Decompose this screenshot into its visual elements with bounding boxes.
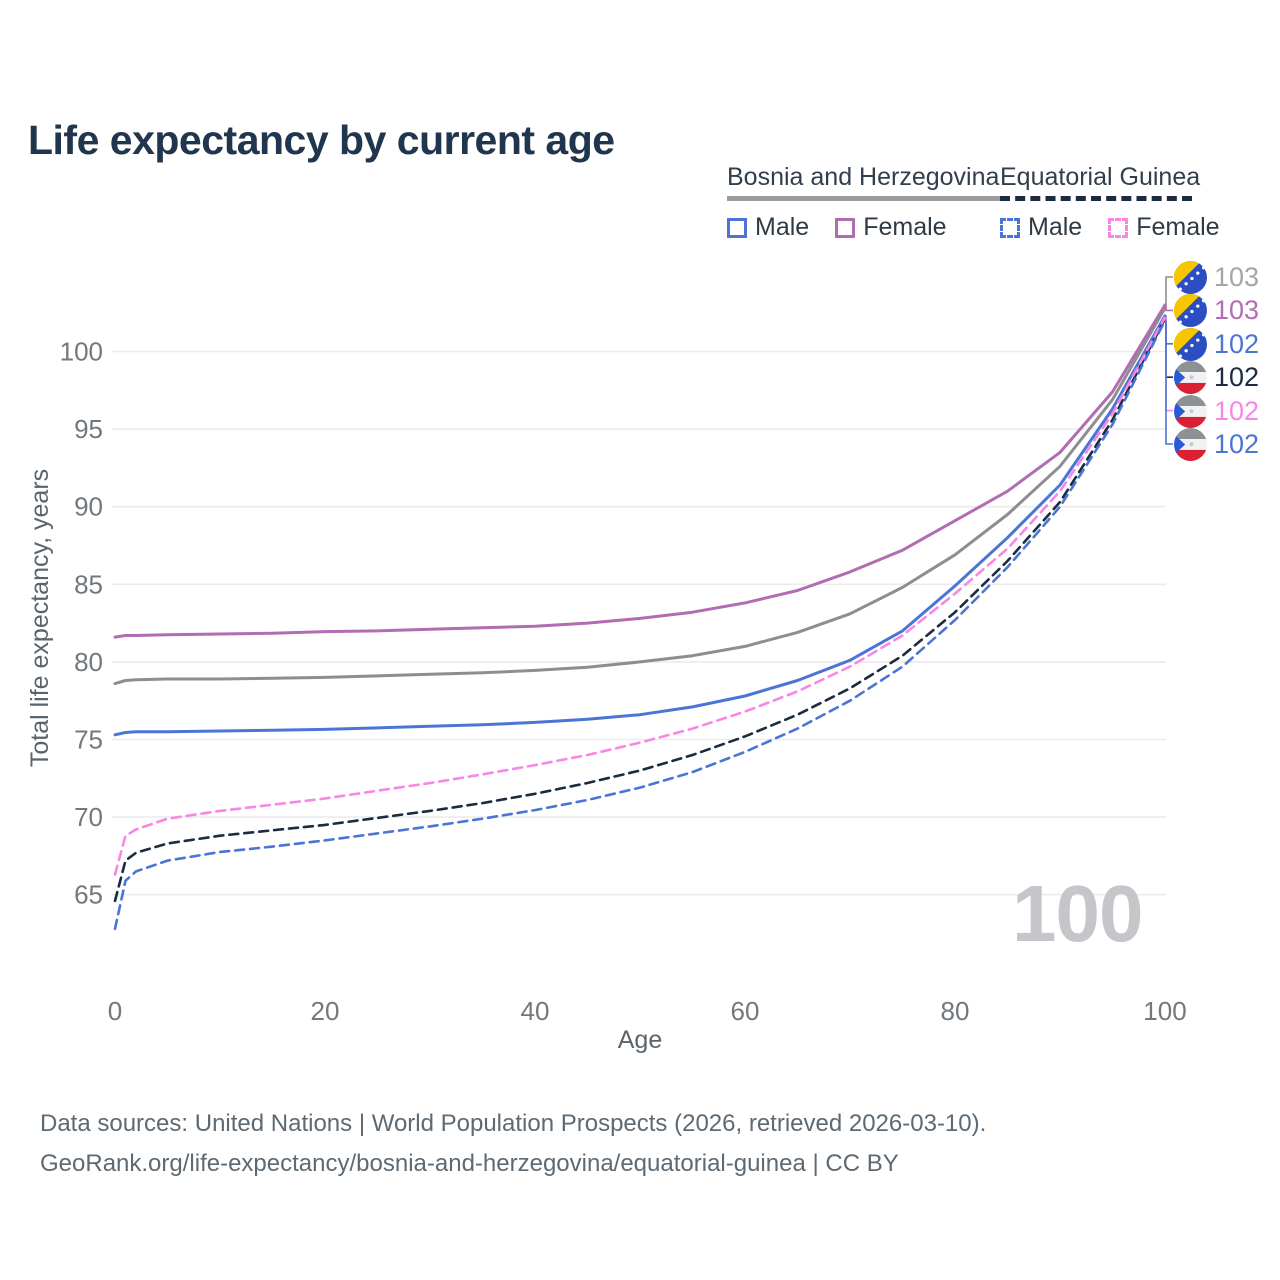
leader-line [1165,315,1173,345]
bosnia-and-herzegovina-flag-icon [1174,260,1207,294]
legend-group-bosnia-and-herzegovina: Bosnia and Herzegovina Male Female [727,163,1001,242]
y-tick-label: 70 [74,802,103,832]
y-tick-label: 85 [74,569,103,599]
gridlines [112,350,1166,896]
legend-country-equatorial-guinea: Equatorial Guinea [1000,163,1201,191]
leader-line [1165,276,1173,308]
series-line-eqg-female [113,316,1167,876]
x-axis-title: Age [618,1026,662,1054]
end-label-row: 102 [1174,327,1259,361]
legend-underline-dashed [1000,196,1192,201]
x-tick-label: 80 [941,996,970,1026]
bosnia-and-herzegovina-flag-icon [1174,293,1207,327]
y-tick-label: 90 [74,492,103,522]
leader-line [1165,317,1173,412]
legend-item-label: Female [1136,213,1220,241]
equatorial-guinea-flag-icon [1174,427,1207,461]
y-axis-title: Total life expectancy, years [26,469,54,767]
equatorial-guinea-flag-icon [1174,394,1207,428]
series-line-eqg-male [113,319,1167,931]
leader-lines [1165,276,1173,445]
end-label-row: 102 [1174,394,1259,428]
series-line-bih-female [113,303,1167,639]
leader-line [1165,318,1173,378]
end-label-value: 103 [1214,294,1260,325]
y-tick-label: 95 [74,414,103,444]
legend-item-eqg-male[interactable]: Male [1000,213,1082,242]
series-line-bih-all [113,306,1167,686]
legend-item-bih-male[interactable]: Male [727,213,809,242]
end-label-value: 102 [1214,361,1260,392]
x-tick-label: 60 [731,996,760,1026]
attribution-link: GeoRank.org/life-expectancy/bosnia-and-h… [40,1150,899,1177]
end-label-row: 102 [1174,360,1259,394]
hover-age-watermark: 100 [1012,869,1143,958]
legend-underline-solid [727,196,1001,201]
leader-line [1165,304,1173,312]
y-tick-label: 65 [74,880,103,910]
bosnia-and-herzegovina-flag-icon [1174,327,1207,361]
x-axis-tick-labels: 0 20 40 60 80 100 [108,996,1187,1026]
legend-item-bih-female[interactable]: Female [835,213,947,242]
x-tick-label: 20 [311,996,340,1026]
y-tick-label: 100 [60,337,103,367]
x-tick-label: 40 [521,996,550,1026]
series-line-bih-male [113,314,1167,737]
legend-country-bosnia-and-herzegovina: Bosnia and Herzegovina [727,163,1000,191]
dashed-swatch-icon [1108,217,1129,238]
series-line-eqg-all [113,317,1167,903]
legend-item-eqg-female[interactable]: Female [1108,213,1220,242]
end-label-row: 102 [1174,427,1259,461]
legend-item-label: Male [755,213,810,241]
end-label-row: 103 [1174,293,1259,327]
series-lines [113,303,1167,931]
dashed-swatch-icon [1000,217,1020,238]
end-label-value: 103 [1214,261,1260,292]
y-tick-label: 80 [74,647,103,677]
end-label-value: 102 [1214,328,1260,359]
legend-item-label: Male [1028,213,1083,241]
page-title: Life expectancy by current age [28,117,615,164]
data-sources-note: Data sources: United Nations | World Pop… [40,1110,987,1137]
end-label-row: 103 [1174,260,1259,294]
solid-swatch-icon [835,217,856,238]
end-label-value: 102 [1214,395,1260,426]
legend-group-equatorial-guinea: Equatorial Guinea Male Female [1000,163,1220,242]
solid-swatch-icon [727,217,747,238]
x-tick-label: 0 [108,996,122,1026]
end-label-value: 102 [1214,428,1260,459]
equatorial-guinea-flag-icon [1174,360,1207,394]
y-tick-label: 75 [74,725,103,755]
y-axis-tick-labels: 65 70 75 80 85 90 95 100 [60,337,103,910]
x-tick-label: 100 [1143,996,1186,1026]
legend-item-label: Female [863,213,947,241]
leader-line [1165,320,1173,445]
